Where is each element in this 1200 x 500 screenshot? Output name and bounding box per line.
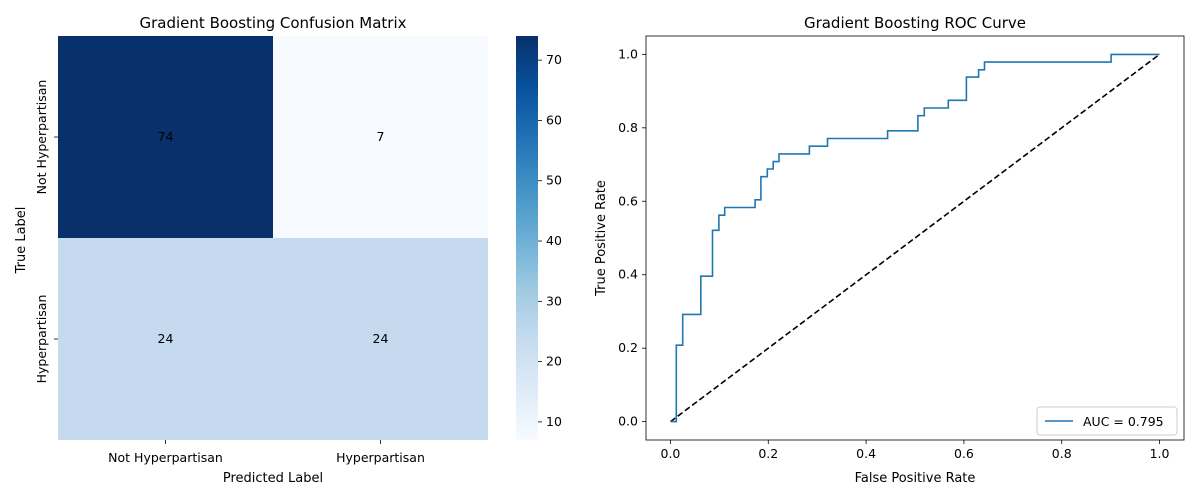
- roc-x-tick-label: 1.0: [1150, 446, 1170, 461]
- roc-x-tick-label: 0.6: [954, 446, 974, 461]
- cm-cell: [58, 238, 273, 440]
- roc-y-ticks: 0.0 0.2 0.4 0.6 0.8 1.0: [618, 46, 646, 429]
- chance-diagonal-line: [670, 53, 1160, 423]
- roc-x-ticks: 0.0 0.2 0.4 0.6 0.8 1.0: [661, 440, 1170, 461]
- cm-cell-label: 24: [373, 331, 389, 346]
- roc-title: Gradient Boosting ROC Curve: [804, 14, 1026, 32]
- cm-y-tick-label: Not Hyperpartisan: [34, 80, 49, 195]
- roc-plot-frame: [645, 35, 1185, 441]
- legend-box: [1036, 406, 1178, 436]
- roc-x-tick-label: 0.8: [1052, 446, 1072, 461]
- cm-cell-label: 7: [377, 129, 385, 144]
- roc-y-axis-label: True Positive Rate: [594, 180, 609, 297]
- colorbar-tick-label: 70: [546, 52, 562, 67]
- roc-x-tick-label: 0.0: [661, 446, 681, 461]
- roc-lines: [670, 53, 1160, 423]
- colorbar: 10 20 30 40 50 60 70: [516, 36, 562, 440]
- roc-y-tick-label: 0.6: [618, 193, 638, 208]
- roc-y-tick-label: 0.4: [618, 267, 638, 282]
- colorbar-gradient: [516, 36, 538, 440]
- cm-y-axis-label: True Label: [14, 207, 29, 275]
- cm-cells: 74 7 24 24: [58, 36, 488, 440]
- colorbar-tick-label: 30: [546, 293, 562, 308]
- colorbar-tick-label: 10: [546, 414, 562, 429]
- colorbar-tick-label: 40: [546, 233, 562, 248]
- roc-legend: AUC = 0.795: [1036, 406, 1178, 436]
- roc-y-tick-label: 0.0: [618, 414, 638, 429]
- roc-x-tick-label: 0.4: [856, 446, 876, 461]
- colorbar-ticks: 10 20 30 40 50 60 70: [538, 52, 562, 429]
- confusion-matrix-panel: Gradient Boosting Confusion Matrix 74 7 24…: [14, 14, 488, 486]
- colorbar-tick-label: 20: [546, 354, 562, 369]
- legend-label: AUC = 0.795: [1083, 414, 1164, 429]
- cm-x-axis-label: Predicted Label: [223, 471, 323, 486]
- cm-x-tick-label: Not Hyperpartisan: [108, 450, 223, 465]
- roc-x-axis-label: False Positive Rate: [855, 471, 976, 486]
- roc-panel: Gradient Boosting ROC Curve 0.0 0.2 0.4 0.6…: [594, 14, 1185, 486]
- cm-cell: [58, 36, 273, 238]
- roc-y-tick-label: 1.0: [618, 46, 638, 61]
- cm-cell: [273, 36, 488, 238]
- roc-y-tick-label: 0.2: [618, 340, 638, 355]
- cm-y-tick-label: Hyperpartisan: [34, 295, 49, 384]
- cm-x-ticks: Not Hyperpartisan Hyperpartisan: [108, 440, 425, 465]
- cm-cell-label: 24: [158, 331, 174, 346]
- roc-x-tick-label: 0.2: [758, 446, 778, 461]
- roc-curve-line: [670, 53, 1160, 423]
- colorbar-tick-label: 50: [546, 173, 562, 188]
- cm-y-ticks: Not Hyperpartisan Hyperpartisan: [34, 80, 58, 384]
- cm-x-tick-label: Hyperpartisan: [336, 450, 425, 465]
- colorbar-tick-label: 60: [546, 112, 562, 127]
- roc-y-tick-label: 0.8: [618, 120, 638, 135]
- cm-title: Gradient Boosting Confusion Matrix: [140, 14, 407, 32]
- cm-cell: [273, 238, 488, 440]
- cm-cell-label: 74: [158, 129, 174, 144]
